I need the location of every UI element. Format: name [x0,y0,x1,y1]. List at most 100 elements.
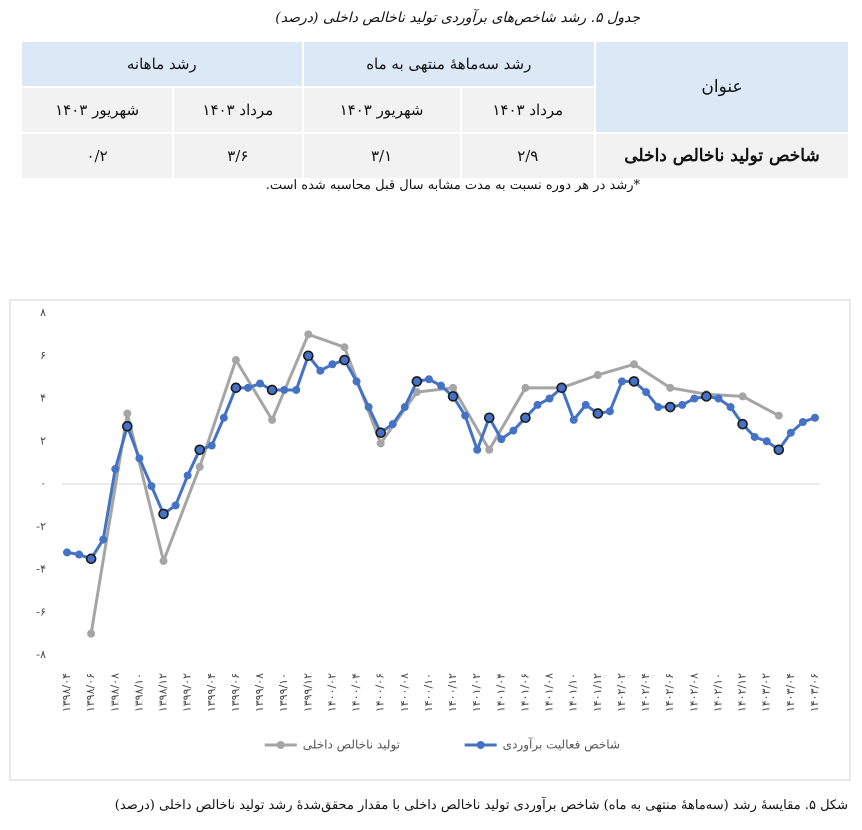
point [328,360,337,369]
point [63,548,71,557]
x-tick-label: ۱۴۰۱/۰۶ [518,673,531,712]
point [123,409,132,418]
x-tick-label: ۱۴۰۰/۰۴ [350,673,363,712]
x-tick-label: ۱۳۹۸/۱۲ [157,673,170,712]
table: عنوان رشد سه‌ماههٔ منتهی به ماه رشد ماها… [19,40,850,180]
point [678,400,687,409]
cell: ۰/۲ [19,132,175,180]
x-tick-label: ۱۴۰۲/۱۲ [736,673,749,712]
row-header: شاخص تولید ناخالص داخلی [594,132,850,180]
y-tick-label: ۴ [40,392,46,405]
point [376,439,385,448]
point [111,465,120,474]
x-tick-label: ۱۳۹۹/۱۲ [301,673,314,712]
point [483,412,495,424]
point [642,388,651,397]
y-tick-label: ۰ [40,477,46,490]
x-tick-label: ۱۴۰۱/۱۲ [591,673,604,712]
x-tick-label: ۱۴۰۲/۰۸ [687,673,700,712]
header-cell: رشد سه‌ماههٔ منتهی به ماه [301,40,597,88]
x-tick-label: ۱۴۰۳/۰۶ [808,673,821,712]
x-tick-label: ۱۳۹۹/۰۴ [205,673,218,712]
y-tick-label: ۶ [40,349,46,362]
x-tick-label: ۱۴۰۲/۰۲ [615,673,628,712]
point [786,428,795,437]
point [521,383,530,392]
y-tick-label: -۸ [36,648,46,661]
x-tick-label: ۱۴۰۲/۰۶ [663,673,676,712]
point [85,553,97,565]
x-tick-label: ۱۴۰۰/۱۰ [422,673,435,712]
point [400,403,409,412]
point [437,381,445,390]
point [304,330,313,339]
chart: -۸ -۶ -۴ -۲ ۰ ۲ ۴ ۶ ۸ ۱۳۹۸/۰۴ ۱۳۹۸/۰۶ ۱۳۹۸/۰۸ ۱۳۹۸/۱… [9,299,851,781]
point [195,462,204,471]
point [159,556,168,565]
point [364,403,373,412]
point [87,629,96,638]
point [581,400,590,409]
point [158,508,169,520]
point [280,385,289,394]
table-caption: جدول ۵. رشد شاخص‌های برآوردی تولید ناخال… [275,10,640,26]
chart-frame [9,299,851,781]
x-tick-label: ۱۴۰۲/۰۴ [639,673,652,712]
point [654,403,663,412]
point [268,415,277,424]
point [762,437,771,446]
point [628,376,640,387]
header-cell: رشد ماهانه [20,40,304,88]
x-tick-label: ۱۴۰۳/۰۴ [784,673,797,712]
point [243,383,252,392]
point [593,370,602,379]
x-tick-label: ۱۴۰۱/۰۴ [494,673,507,712]
figure-caption: شکل ۵. مقایسهٔ رشد (سه‌ماههٔ منتهی به ما… [114,798,848,813]
point [701,391,712,402]
point [231,356,240,365]
point [99,535,108,544]
point [556,382,567,394]
point [147,482,156,491]
point [738,392,747,401]
point [340,343,349,352]
point [183,471,192,480]
point [798,418,807,427]
point [449,383,458,392]
x-tick-label: ۱۳۹۹/۰۸ [253,673,266,712]
point [375,427,386,438]
point [207,441,216,450]
point [339,354,350,366]
x-tick-label: ۱۳۹۸/۱۰ [132,673,145,712]
x-tick-label: ۱۴۰۰/۰۲ [325,673,338,712]
point [171,501,180,510]
y-tick-label: -۴ [36,563,46,576]
point [266,384,278,396]
point [774,411,783,420]
x-tick-label: ۱۳۹۹/۰۲ [181,673,194,712]
point [666,383,675,392]
point [811,413,819,422]
subheader-cell: شهریور ۱۴۰۳ [19,86,175,134]
x-tick-label: ۱۴۰۱/۱۰ [567,673,580,712]
subheader-cell: مرداد ۱۴۰۳ [172,86,304,134]
point [569,415,578,424]
point [219,413,228,422]
point [461,411,470,420]
point [592,408,604,419]
x-tick-label: ۱۴۰۰/۱۲ [446,673,459,712]
point [690,394,699,403]
point [316,366,325,375]
point [135,454,144,463]
point [256,379,265,388]
point [617,377,626,386]
point [726,403,735,412]
point [520,412,531,424]
x-tick-label: ۱۴۰۳/۰۲ [760,673,773,712]
point [194,444,206,456]
point [122,420,133,432]
point [714,394,723,403]
subheader-cell: مرداد ۱۴۰۳ [459,86,597,134]
cell: ۲/۹ [459,132,597,180]
